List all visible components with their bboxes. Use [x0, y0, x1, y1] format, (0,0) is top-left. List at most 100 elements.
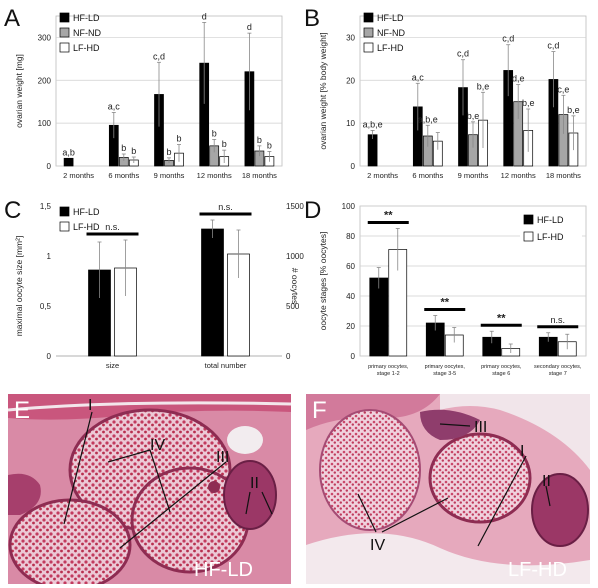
- legend-swatch-lf-hd: [523, 231, 534, 242]
- panel-e-letter: E: [14, 397, 30, 424]
- panel-d-significance: ** ** ** n.s.: [367, 210, 579, 329]
- panel-c-y-ticks-left: 0 0,5 1 1,5: [40, 202, 52, 361]
- significance-letter: b,e: [567, 105, 580, 115]
- panel-d-legend: HF-LD LF-HD: [520, 211, 582, 247]
- significance-label: n.s.: [550, 315, 565, 325]
- significance-letter: a,b,e: [418, 114, 438, 124]
- panel-c-bars: [88, 219, 250, 357]
- significance-label: **: [384, 210, 393, 222]
- follicle-ii: [531, 473, 589, 547]
- panel-b-y-axis-title: ovarian weight [% body weight]: [318, 32, 328, 149]
- x-tick-label: stage 6: [492, 371, 510, 377]
- significance-letter: c,d: [502, 34, 514, 44]
- follicle-i: [428, 432, 532, 524]
- legend-swatch-nf-nd: [59, 27, 70, 38]
- y-tick-label: 0: [351, 162, 356, 171]
- significance-label: **: [440, 297, 449, 309]
- legend-swatch-hf-ld: [363, 12, 374, 23]
- panel-f-pointer-lines: [357, 423, 551, 547]
- legend-label-lf-hd: LF-HD: [73, 222, 100, 232]
- y-tick-label-right: 0: [286, 352, 291, 361]
- panel-a-y-axis-title: ovarian weight [mg]: [14, 54, 24, 128]
- panel-d-y-axis-title: oocyte stages [% oocytes]: [318, 232, 328, 331]
- legend-label-nf-nd: NF-ND: [73, 28, 101, 38]
- panel-a-legend: HF-LD NF-ND LF-HD: [59, 12, 101, 53]
- y-tick-label: 0,5: [40, 302, 52, 311]
- x-tick-label: 2 months: [367, 171, 398, 180]
- significance-letter: b: [121, 143, 126, 153]
- bar-hf-ld: [367, 134, 378, 167]
- panel-f-group-label: LF-HD: [508, 559, 567, 581]
- bar-hf-ld: [63, 157, 74, 167]
- panel-c-letter: C: [4, 197, 21, 224]
- lumen-bottom: [306, 533, 590, 584]
- x-tick-label: primary oocytes,: [425, 364, 466, 370]
- x-tick-label: primary oocytes,: [481, 364, 522, 370]
- y-tick-label: 1,5: [40, 202, 52, 211]
- tissue-gap: [440, 394, 590, 470]
- panel-b-legend: HF-LD NF-ND LF-HD: [363, 12, 405, 53]
- panel-d-letter: D: [304, 197, 321, 224]
- legend-label-lf-hd: LF-HD: [377, 43, 404, 53]
- x-tick-label: 9 months: [154, 171, 185, 180]
- panel-f-marker-i: I: [520, 443, 524, 460]
- x-tick-label: primary oocytes,: [368, 364, 409, 370]
- y-tick-label: 200: [38, 76, 52, 85]
- x-tick-label: stage 1-2: [377, 371, 400, 377]
- panel-f-letter: F: [312, 397, 327, 424]
- x-tick-label: stage 3-5: [433, 371, 456, 377]
- legend-swatch-nf-nd: [363, 27, 374, 38]
- y-tick-label: 100: [342, 202, 356, 211]
- panel-c-legend: HF-LD LF-HD: [59, 206, 100, 232]
- muscle-band: [8, 394, 291, 420]
- significance-letter: b: [222, 139, 227, 149]
- y-tick-label: 0: [47, 352, 52, 361]
- significance-letter: a,b,e: [363, 119, 383, 129]
- legend-swatch-hf-ld: [523, 214, 534, 225]
- panel-a: A 0 100 200 300 2 months 6 months 9 months 12 …: [4, 5, 283, 180]
- significance-letter: b,e: [522, 98, 535, 108]
- legend-label-hf-ld: HF-LD: [537, 215, 564, 225]
- legend-swatch-lf-hd: [363, 42, 374, 53]
- panel-c-y-ticks-right: 0 500 1000 1500: [286, 202, 304, 361]
- significance-letter: b: [212, 128, 217, 138]
- panel-b-y-ticks: 0 10 20 30: [346, 33, 355, 171]
- x-tick-label: 6 months: [108, 171, 139, 180]
- stroma: [8, 473, 41, 515]
- legend-swatch-lf-hd: [59, 42, 70, 53]
- panel-f-marker-ii: II: [542, 473, 551, 490]
- legend-swatch-hf-ld: [59, 12, 70, 23]
- panel-e-photo: E I IV III II HF-LD: [8, 394, 291, 584]
- oocyte-nucleus: [208, 481, 220, 493]
- significance-letter: b: [267, 140, 272, 150]
- significance-label: n.s.: [218, 202, 233, 212]
- y-tick-label: 0: [47, 162, 52, 171]
- y-tick-label: 30: [346, 33, 355, 42]
- legend-swatch-hf-ld: [59, 206, 70, 217]
- x-tick-label: size: [106, 361, 119, 370]
- tissue-gap: [8, 401, 291, 412]
- panel-a-y-ticks: 0 100 200 300: [38, 33, 52, 171]
- significance-letter: c,d: [457, 49, 469, 59]
- y-tick-label: 10: [346, 119, 355, 128]
- follicle-lower: [8, 498, 132, 584]
- panel-c-y-axis-title-right: # oocytes: [290, 268, 300, 304]
- panel-a-bars: [63, 22, 275, 167]
- legend-label-lf-hd: LF-HD: [537, 232, 564, 242]
- y-tick-label: 80: [346, 232, 355, 241]
- significance-letter: c,e: [557, 84, 569, 94]
- x-tick-label: 6 months: [412, 171, 443, 180]
- significance-letter: d: [247, 22, 252, 32]
- panel-e-marker-iv: IV: [150, 437, 165, 454]
- significance-letter: b: [166, 147, 171, 157]
- y-tick-label: 40: [346, 292, 355, 301]
- y-tick-label-right: 1000: [286, 252, 304, 261]
- significance-letter: b,e: [477, 81, 490, 91]
- y-tick-label: 60: [346, 262, 355, 271]
- panel-e-marker-iii: III: [216, 449, 229, 466]
- significance-letter: d: [202, 11, 207, 21]
- panel-d-bars: [369, 228, 577, 357]
- significance-letter: a,c: [108, 101, 121, 111]
